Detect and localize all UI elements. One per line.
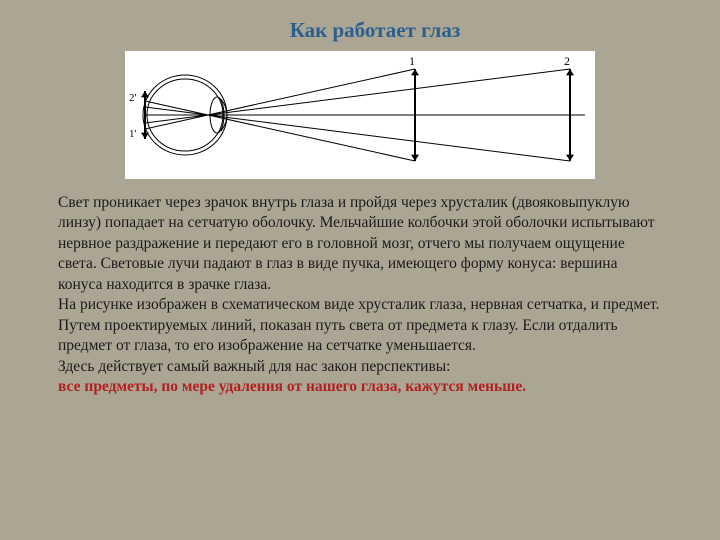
emphasis-line: все предметы, по мере удаления от нашего… — [58, 377, 662, 397]
svg-text:2: 2 — [564, 54, 570, 68]
paragraph-2: На рисунке изображен в схематическом вид… — [58, 295, 662, 356]
paragraph-1: Свет проникает через зрачок внутрь глаза… — [58, 193, 662, 295]
paragraph-3: Здесь действует самый важный для нас зак… — [58, 357, 662, 377]
eye-diagram-svg: 1 2 2' 1' — [125, 51, 595, 179]
svg-text:1': 1' — [129, 128, 137, 140]
svg-text:2': 2' — [129, 92, 137, 104]
svg-text:1: 1 — [409, 54, 415, 68]
slide-title: Как работает глаз — [88, 18, 662, 43]
eye-diagram: 1 2 2' 1' — [125, 51, 595, 179]
slide: Как работает глаз 1 2 2' 1' Свет проникает … — [0, 0, 720, 540]
body-text: Свет проникает через зрачок внутрь глаза… — [58, 193, 662, 398]
